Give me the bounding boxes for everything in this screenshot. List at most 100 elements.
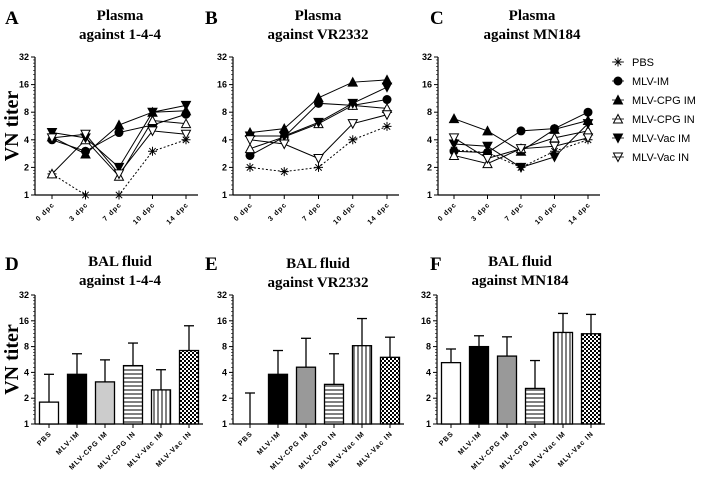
panel-letter: C <box>430 8 444 29</box>
data-point-open-inverted-triangle-marker <box>278 139 290 150</box>
data-point-filled-inverted-triangle-marker <box>46 128 58 139</box>
y-tick-label: 2 <box>222 162 227 172</box>
y-tick-label: 16 <box>19 316 29 326</box>
data-point-open-inverted-triangle-marker <box>80 129 91 140</box>
data-point-open-inverted-triangle-marker <box>113 169 125 180</box>
x-tick-label: 7 dpc <box>504 201 525 222</box>
data-point-filled-inverted-triangle-marker <box>549 152 560 163</box>
data-point-open-triangle-marker <box>46 168 58 179</box>
data-point-asterisk-marker <box>382 121 392 131</box>
data-point-open-inverted-triangle-marker <box>347 119 359 130</box>
panel-title-line2: against MN184 <box>471 273 569 289</box>
panel-b: B Plasma against VR2332 1 2 4 8 16 32 0 dpc 3 dpc 7… <box>205 8 399 226</box>
y-tick-label: 8 <box>426 342 431 352</box>
y-tick-label: 16 <box>217 316 227 326</box>
data-point-open-inverted-triangle-marker <box>244 135 256 146</box>
bar-pbs <box>440 361 462 425</box>
data-point-open-inverted-triangle-marker <box>381 110 393 121</box>
data-point-open-inverted-triangle-marker <box>549 141 560 152</box>
legend-item: MLV-Vac IM <box>612 133 690 145</box>
bar-mlv-vac-im <box>552 331 574 425</box>
panel-title-line1: Plasma <box>509 8 556 24</box>
x-tick-label: PBS <box>237 430 254 447</box>
data-point-filled-circle-marker <box>516 126 526 136</box>
data-point-filled-inverted-triangle-marker <box>180 100 192 111</box>
legend-label: MLV-Vac IN <box>632 152 689 164</box>
data-point-open-triangle-marker <box>180 118 192 129</box>
data-point-open-triangle-marker <box>147 114 158 125</box>
data-point-open-inverted-triangle-marker <box>313 154 324 165</box>
y-tick-label: 4 <box>24 367 29 377</box>
data-point-filled-circle-marker <box>382 95 392 105</box>
y-axis-label: VN titer <box>1 324 23 395</box>
panel-e: E BAL fluid against VR2332 1 2 4 8 16 32 PBS MLV-I… <box>205 254 404 472</box>
bar-mlv-cpg-im <box>94 381 116 425</box>
x-tick-label: 10 dpc <box>534 201 559 226</box>
panel-d: D BAL fluid against 1-4-4 VN titer 1 2 4 8 16 32 P… <box>1 254 203 472</box>
data-point-asterisk-marker <box>114 190 124 200</box>
y-tick-label: 1 <box>427 190 432 200</box>
bar-mlv-im <box>267 373 289 425</box>
data-point-filled-inverted-triangle-marker <box>278 131 290 142</box>
y-tick-label: 32 <box>421 290 431 300</box>
y-tick-label: 32 <box>217 290 227 300</box>
panel-title-line2: against VR2332 <box>268 275 369 291</box>
panel-letter: F <box>430 254 442 275</box>
panel-title-line1: BAL fluid <box>286 256 350 272</box>
panel-title-line1: BAL fluid <box>88 254 152 270</box>
y-tick-label: 1 <box>426 419 431 429</box>
x-tick-label: MLV-IM <box>457 430 483 456</box>
data-point-open-triangle-marker <box>448 149 460 160</box>
x-tick-label: 3 dpc <box>470 201 491 222</box>
series-mlv-vac-in <box>46 126 192 180</box>
data-point-filled-inverted-triangle-marker <box>113 162 125 173</box>
panel-title-line1: Plasma <box>97 8 144 24</box>
bar-mlv-im <box>468 345 490 425</box>
y-tick-label: 4 <box>222 135 227 145</box>
panel-title-line2: against MN184 <box>483 27 581 43</box>
data-point-filled-triangle-marker <box>347 76 359 87</box>
panel-c: C Plasma against MN184 1 2 4 8 16 32 0 dpc 3 dpc 7 … <box>422 8 600 226</box>
bar-mlv-im <box>66 373 88 425</box>
panel-letter: A <box>5 8 19 29</box>
data-point-filled-circle-marker <box>583 107 593 117</box>
bar-mlv-vac-im <box>351 345 373 425</box>
x-tick-label: MLV-IM <box>256 430 282 456</box>
bar-mlv-cpg-im <box>295 366 317 425</box>
y-tick-label: 32 <box>19 290 29 300</box>
legend-item: MLV-CPG IM <box>612 94 696 107</box>
panel-letter: B <box>205 8 218 29</box>
data-point-filled-circle-marker <box>114 128 124 138</box>
x-tick-label: 7 dpc <box>102 201 123 222</box>
legend-item: MLV-IM <box>612 76 669 88</box>
data-point-open-inverted-triangle-marker <box>180 129 192 140</box>
y-tick-label: 8 <box>222 342 227 352</box>
data-point-filled-inverted-triangle-marker <box>381 82 393 93</box>
panel-title-line2: against 1-4-4 <box>79 273 162 289</box>
legend-item: PBS <box>612 57 654 69</box>
y-tick-label: 32 <box>422 52 432 62</box>
legend-label: MLV-CPG IM <box>632 95 696 107</box>
y-tick-label: 16 <box>421 316 431 326</box>
data-point-asterisk-marker <box>245 162 255 172</box>
legend-item: MLV-CPG IN <box>612 113 695 126</box>
data-point-open-triangle-marker <box>244 143 256 154</box>
bar-mlv-cpg-in <box>524 387 546 425</box>
y-axis-label: VN titer <box>1 91 23 162</box>
data-point-filled-triangle-marker <box>448 113 460 124</box>
data-point-open-inverted-triangle-marker <box>147 126 158 137</box>
data-point-filled-inverted-triangle-marker <box>582 119 594 130</box>
data-point-filled-inverted-triangle-marker <box>515 162 527 173</box>
data-point-asterisk-marker <box>348 135 358 145</box>
x-tick-label: 10 dpc <box>132 201 157 226</box>
y-tick-label: 2 <box>427 162 432 172</box>
data-point-open-inverted-triangle-marker <box>515 144 527 155</box>
y-tick-label: 1 <box>24 190 29 200</box>
y-tick-label: 1 <box>24 419 29 429</box>
x-tick-label: 7 dpc <box>301 201 322 222</box>
bar-pbs <box>38 401 60 425</box>
y-tick-label: 8 <box>427 107 432 117</box>
bar-mlv-cpg-in <box>122 364 144 425</box>
bar-mlv-cpg-im <box>496 355 518 425</box>
y-tick-label: 1 <box>222 190 227 200</box>
